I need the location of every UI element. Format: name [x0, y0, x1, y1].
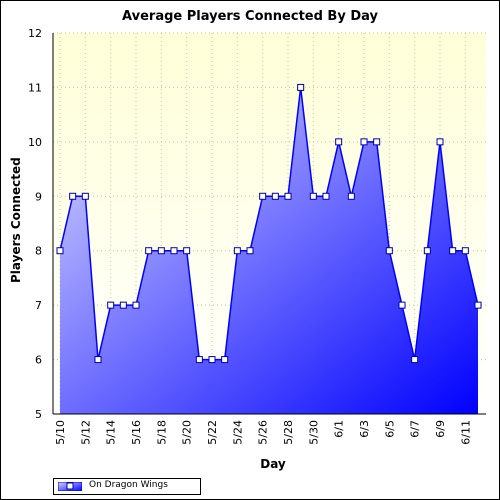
data-point [309, 192, 317, 200]
data-point [132, 301, 140, 309]
series-line [59, 87, 479, 361]
data-point [56, 247, 64, 255]
x-tick-label: 5/28 [282, 420, 295, 445]
data-point [221, 356, 229, 364]
y-tick-label: 11 [28, 81, 42, 94]
legend-swatch [58, 482, 82, 491]
chart-title: Average Players Connected By Day [122, 9, 378, 24]
y-tick-label: 8 [35, 245, 42, 258]
x-tick-label: 5/20 [181, 420, 194, 445]
data-point [195, 356, 203, 364]
data-point [183, 247, 191, 255]
x-tick-label: 6/9 [434, 420, 447, 438]
data-point [94, 356, 102, 364]
data-point [474, 301, 482, 309]
data-point [411, 356, 419, 364]
legend: On Dragon Wings [53, 478, 201, 495]
data-point [246, 247, 254, 255]
data-point [449, 247, 457, 255]
y-tick-label: 12 [28, 27, 42, 40]
data-point [461, 247, 469, 255]
x-tick-labels: 5/10 5/12 5/14 5/16 5/18 5/20 5/22 5/24 5/26 5/28… [54, 420, 472, 445]
data-point [373, 138, 381, 146]
data-point [297, 83, 305, 91]
x-tick-label: 6/3 [358, 420, 371, 438]
x-tick-label: 6/1 [333, 420, 346, 438]
y-tick-labels: 5 6 7 8 9 10 11 12 [28, 27, 42, 421]
data-point [157, 247, 165, 255]
data-point [398, 301, 406, 309]
data-point [233, 247, 241, 255]
x-tick-label: 5/12 [79, 420, 92, 445]
data-point [69, 192, 77, 200]
x-tick-label: 5/26 [257, 420, 270, 445]
legend-label: On Dragon Wings [89, 480, 168, 490]
data-point [322, 192, 330, 200]
data-point [385, 247, 393, 255]
data-point [271, 192, 279, 200]
y-axis-title: Players Connected [9, 157, 23, 283]
data-point [259, 192, 267, 200]
x-tick-label: 6/11 [459, 420, 472, 445]
markers [56, 83, 482, 364]
data-point [347, 192, 355, 200]
data-point [170, 247, 178, 255]
y-tick-label: 9 [35, 190, 42, 203]
x-tick-label: 5/14 [105, 420, 118, 445]
x-axis-title: Day [260, 457, 286, 471]
x-tick-label: 5/18 [155, 420, 168, 445]
x-tick-label: 5/22 [206, 420, 219, 445]
data-point [423, 247, 431, 255]
x-tick-label: 5/10 [54, 420, 67, 445]
data-point [81, 192, 89, 200]
data-point [145, 247, 153, 255]
data-point [335, 138, 343, 146]
x-tick-label: 6/7 [409, 420, 422, 438]
data-point [284, 192, 292, 200]
x-tick-label: 5/16 [130, 420, 143, 445]
data-point [208, 356, 216, 364]
x-tick-label: 5/30 [307, 420, 320, 445]
y-tick-label: 7 [35, 299, 42, 312]
y-tick-label: 6 [35, 354, 42, 367]
series-area [60, 87, 478, 414]
data-point [107, 301, 115, 309]
y-tick-label: 10 [28, 136, 42, 149]
data-point [436, 138, 444, 146]
x-tick-label: 5/24 [231, 420, 244, 445]
data-point [360, 138, 368, 146]
y-tick-label: 5 [35, 408, 42, 421]
data-point [119, 301, 127, 309]
x-tick-label: 6/5 [383, 420, 396, 438]
